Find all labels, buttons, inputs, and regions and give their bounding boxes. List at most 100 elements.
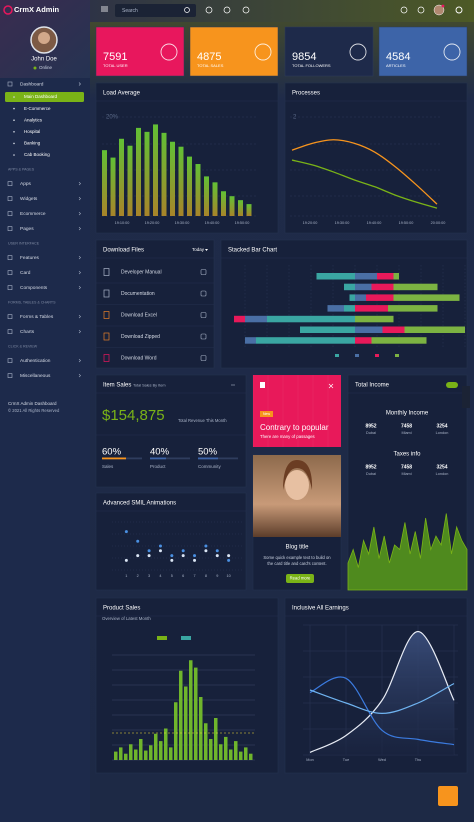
bar [129,744,133,760]
blog-text: Some quick example text to build on [263,555,331,560]
menu-item[interactable]: Miscellaneous [20,373,51,379]
income-city: Miami [401,472,411,476]
button[interactable] [286,574,314,583]
bullet [13,131,15,133]
menu-section: FORMS, TABLES & CHARTS [8,301,56,305]
income-value: 7458 [401,464,412,470]
submenu-item[interactable]: Banking [24,141,41,146]
point [170,558,174,562]
download-action[interactable] [200,355,207,361]
point [227,558,231,562]
panel [220,239,468,369]
file-name[interactable]: Documentation [121,291,155,297]
menu-section: APPS & PAGES [8,168,35,172]
side-tab[interactable] [462,386,470,408]
header-icon[interactable] [223,6,231,14]
download-action[interactable] [200,312,207,318]
income-city: Dubai [366,431,376,435]
menu-item[interactable]: Ecommerce [20,211,46,217]
x-tick-label: 6 [182,574,184,578]
bar [229,196,235,216]
bar-segment [245,315,267,323]
toggle[interactable] [446,382,458,388]
income-heading: Taxes info [393,452,421,458]
settings-button[interactable] [438,786,458,806]
income-city: London [436,431,449,435]
close-icon[interactable] [328,383,334,389]
stat-value: 4875 [197,51,221,63]
bar [234,741,238,760]
menu-item[interactable]: Charts [20,329,35,335]
panel [95,374,247,488]
stat-value: 4584 [386,51,410,63]
search-placeholder[interactable]: Search [122,8,138,14]
panel-title: Inclusive All Earnings [292,606,349,612]
metric-name: Sales [102,464,114,469]
header-icon[interactable] [242,6,250,14]
legend-swatch [395,354,399,357]
brand: CrmX Admin [14,5,60,14]
stat-icon [349,43,367,61]
file-name[interactable]: Download Excel [121,312,157,318]
blog-image-hair [283,460,313,490]
bar [144,750,148,760]
search-box[interactable] [115,4,196,17]
header-icon[interactable] [400,6,408,14]
submenu-item[interactable]: Cab Booking [24,152,50,157]
bar [204,176,209,216]
header-icon[interactable] [417,6,425,14]
menu-icon [7,270,13,275]
file-name[interactable]: Developer Manual [121,269,162,275]
menu-item[interactable]: Forms & Tables [20,314,54,320]
file-name[interactable]: Download Zipped [121,334,160,340]
point [204,549,208,553]
bar [161,132,167,216]
line [309,682,455,715]
menu-item[interactable]: Features [20,255,40,261]
menu-item[interactable]: Dashboard [20,81,44,87]
income-value: 3254 [436,464,447,470]
dropdown-caret [205,249,208,251]
button-label[interactable]: Read more [290,576,311,581]
x-tick-label: 19:50:00 [399,221,414,225]
chevron [78,255,81,260]
download-action[interactable] [200,290,207,297]
panel-title: Product Sales [103,606,140,612]
file-icon [103,311,110,319]
point [147,549,151,553]
menu-item[interactable]: Card [20,270,31,276]
menu-item[interactable]: Widgets [20,196,38,202]
bar [139,739,143,760]
header-avatar[interactable] [433,4,445,16]
bar [179,670,183,760]
bar [102,150,107,216]
settings-icon[interactable] [455,6,463,14]
file-name[interactable]: Download Word [121,355,157,361]
bar-segment [344,305,355,312]
submenu-item[interactable]: E-Commerce [24,106,51,111]
bar [136,127,141,216]
bar-segment [377,273,394,280]
menu-item[interactable]: Apps [20,181,32,187]
submenu-item[interactable]: Main Dashboard [24,94,58,99]
x-tick-label: 19:10:00 [115,221,130,225]
submenu-item[interactable]: Analytics [24,117,43,122]
point [170,554,174,558]
avatar-face [38,32,50,44]
point [136,539,140,543]
x-tick-label: 19:20:00 [303,221,318,225]
logo [3,5,13,15]
filter[interactable]: Today [192,247,205,252]
menu-item[interactable]: Authentication [20,358,51,364]
download-action[interactable] [200,269,207,275]
menu-item[interactable]: Components [20,285,48,291]
point [215,554,219,558]
header-icon[interactable] [205,6,213,14]
download-action[interactable] [200,333,207,340]
submenu-item[interactable]: Hospital [24,129,40,134]
area [310,631,454,755]
area [347,513,468,591]
menu-item[interactable]: Pages [20,226,34,232]
stat-label: TOTAL FOLLOWERS [292,63,331,68]
